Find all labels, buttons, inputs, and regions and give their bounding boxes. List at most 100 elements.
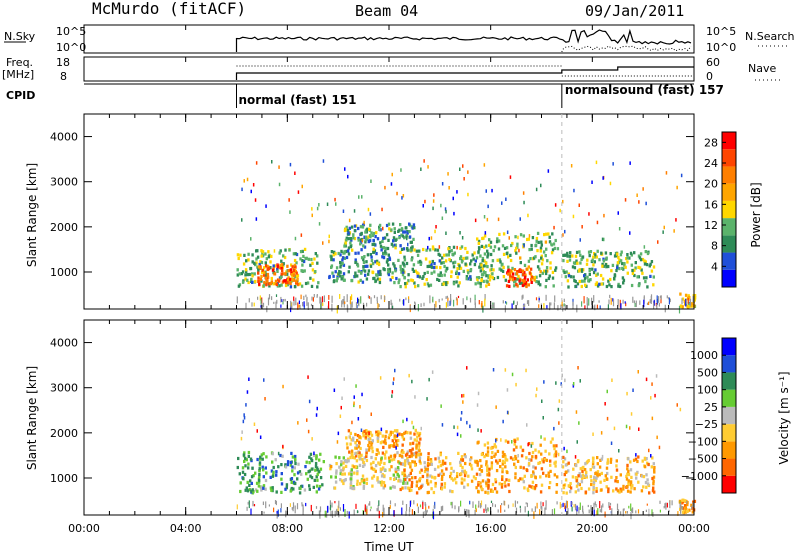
data-cell: [249, 457, 253, 461]
data-cell: [617, 211, 619, 215]
ground-scatter-cell: [616, 503, 619, 511]
data-cell: [490, 464, 493, 468]
data-cell: [533, 275, 537, 280]
data-cell: [579, 261, 582, 265]
ground-scatter-cell: [289, 503, 291, 507]
data-cell: [359, 405, 361, 409]
data-cell: [642, 276, 646, 280]
data-cell: [375, 452, 378, 457]
data-cell: [610, 269, 613, 273]
data-cell: [342, 466, 345, 470]
data-cell: [484, 271, 487, 275]
ground-scatter-cell: [327, 505, 329, 512]
data-cell: [287, 269, 290, 273]
data-cell: [365, 451, 368, 455]
data-cell: [353, 229, 357, 233]
data-cell: [343, 256, 347, 260]
ground-scatter-cell: [659, 509, 661, 513]
data-cell: [378, 227, 381, 231]
data-cell: [567, 461, 570, 465]
data-cell: [356, 434, 360, 438]
mode-1-label: normal (fast) 151: [239, 93, 357, 107]
data-cell: [345, 442, 349, 446]
ground-scatter-cell: [564, 505, 567, 512]
ground-scatter-cell: [449, 300, 451, 307]
data-cell: [276, 269, 279, 273]
data-cell: [409, 442, 412, 446]
data-cell: [379, 269, 382, 273]
data-cell: [351, 486, 354, 491]
data-cell: [274, 281, 277, 286]
data-cell: [413, 432, 416, 436]
data-cell: [595, 255, 598, 259]
data-cell: [397, 460, 400, 464]
ground-scatter-cell: [576, 509, 578, 515]
data-cell: [371, 242, 374, 247]
data-cell: [294, 265, 297, 269]
ground-scatter-cell: [681, 298, 683, 305]
data-cell: [504, 484, 507, 488]
data-cell: [282, 279, 286, 283]
data-cell: [397, 467, 400, 472]
data-cell: [421, 474, 425, 479]
data-cell: [644, 480, 648, 485]
data-cell: [544, 254, 547, 258]
ground-scatter-cell: [632, 296, 634, 303]
data-cell: [553, 454, 555, 458]
data-cell: [280, 263, 284, 267]
data-cell: [256, 457, 259, 462]
colorbar-segment: [722, 389, 736, 407]
ground-scatter-cell: [376, 300, 378, 304]
data-cell: [545, 474, 548, 478]
ground-scatter-cell: [671, 500, 673, 506]
ground-scatter-cell: [358, 298, 360, 306]
data-cell: [467, 271, 470, 275]
data-cell: [437, 465, 440, 469]
data-cell: [405, 452, 409, 456]
data-cell: [589, 475, 593, 479]
data-cell: [298, 491, 302, 495]
data-cell: [427, 490, 430, 494]
data-cell: [603, 478, 606, 482]
data-cell: [250, 189, 252, 194]
data-cell: [330, 475, 333, 479]
data-cell: [406, 481, 409, 485]
data-cell: [679, 407, 682, 412]
data-cell: [402, 450, 405, 454]
data-cell: [339, 270, 342, 274]
data-cell: [387, 436, 391, 440]
data-cell: [269, 486, 273, 490]
ground-scatter-cell: [248, 500, 250, 509]
ground-scatter-cell: [679, 501, 681, 504]
data-cell: [530, 247, 533, 251]
data-cell: [460, 245, 464, 249]
ground-scatter-cell: [253, 302, 255, 307]
data-cell: [488, 467, 491, 471]
data-cell: [278, 266, 282, 270]
data-cell: [690, 503, 693, 507]
data-cell: [353, 403, 355, 408]
data-cell: [401, 234, 405, 238]
colorbar-frame: [721, 131, 737, 288]
data-cell: [527, 265, 530, 269]
data-cell: [382, 445, 385, 449]
data-cell: [653, 466, 656, 470]
ground-scatter-cell: [634, 302, 636, 308]
data-cell: [486, 450, 490, 454]
data-cell: [384, 252, 388, 256]
data-cell: [376, 273, 379, 277]
data-cell: [458, 264, 461, 268]
data-cell: [403, 236, 406, 240]
data-cell: [247, 450, 251, 455]
data-cell: [415, 445, 418, 449]
data-cell: [595, 489, 598, 493]
data-cell: [530, 243, 533, 248]
data-cell: [545, 278, 548, 282]
data-cell: [574, 279, 577, 284]
data-cell: [334, 475, 337, 479]
ground-scatter-cell: [583, 296, 585, 304]
data-cell: [569, 490, 572, 494]
data-cell: [562, 259, 565, 263]
ground-scatter-cell: [560, 304, 562, 309]
data-cell: [519, 261, 522, 265]
